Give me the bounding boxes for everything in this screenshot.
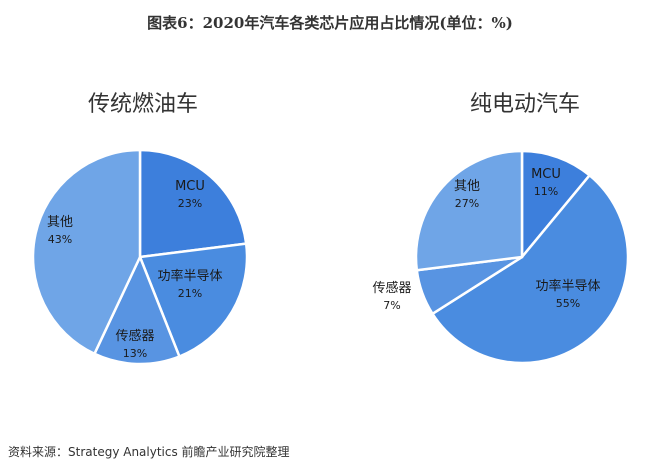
- pie1-category-label-2: 传感器: [372, 280, 411, 296]
- left-pie-title: 传统燃油车: [88, 92, 199, 117]
- pie1-slice-0: [520, 149, 592, 261]
- pie0-value-label-3: 43%: [48, 233, 72, 246]
- pie0-value-label-1: 21%: [178, 287, 202, 300]
- source-note: 资料来源：Strategy Analytics 前瞻产业研究院整理: [8, 445, 290, 459]
- pie1-value-label-0: 11%: [534, 185, 558, 198]
- pie0-slice-0: [138, 148, 248, 259]
- pie1-category-label-1: 功率半导体: [535, 278, 600, 294]
- pie1-value-label-2: 7%: [383, 299, 400, 312]
- pie1-category-label-3: 其他: [454, 179, 480, 194]
- pie0-value-label-0: 23%: [178, 197, 202, 210]
- pie1-value-label-1: 55%: [556, 297, 580, 310]
- pie0-category-label-2: 传感器: [115, 328, 154, 344]
- pie1-slice-1: [430, 173, 630, 365]
- pie0-category-label-0: MCU: [175, 179, 205, 194]
- pie1-category-label-0: MCU: [531, 167, 561, 182]
- pie0-value-label-2: 13%: [123, 347, 147, 360]
- pie1-slice-3: [414, 149, 524, 272]
- pie0-category-label-3: 其他: [47, 215, 73, 230]
- pie0-slice-2: [92, 253, 182, 366]
- pie1-value-label-3: 27%: [455, 197, 479, 210]
- pie0-category-label-1: 功率半导体: [157, 268, 222, 284]
- right-pie-title: 纯电动汽车: [470, 92, 581, 117]
- pie0-slice-1: [138, 242, 249, 359]
- chart-title: 图表6：2020年汽车各类芯片应用占比情况(单位：%): [147, 14, 513, 32]
- pie0-slice-3: [31, 148, 142, 356]
